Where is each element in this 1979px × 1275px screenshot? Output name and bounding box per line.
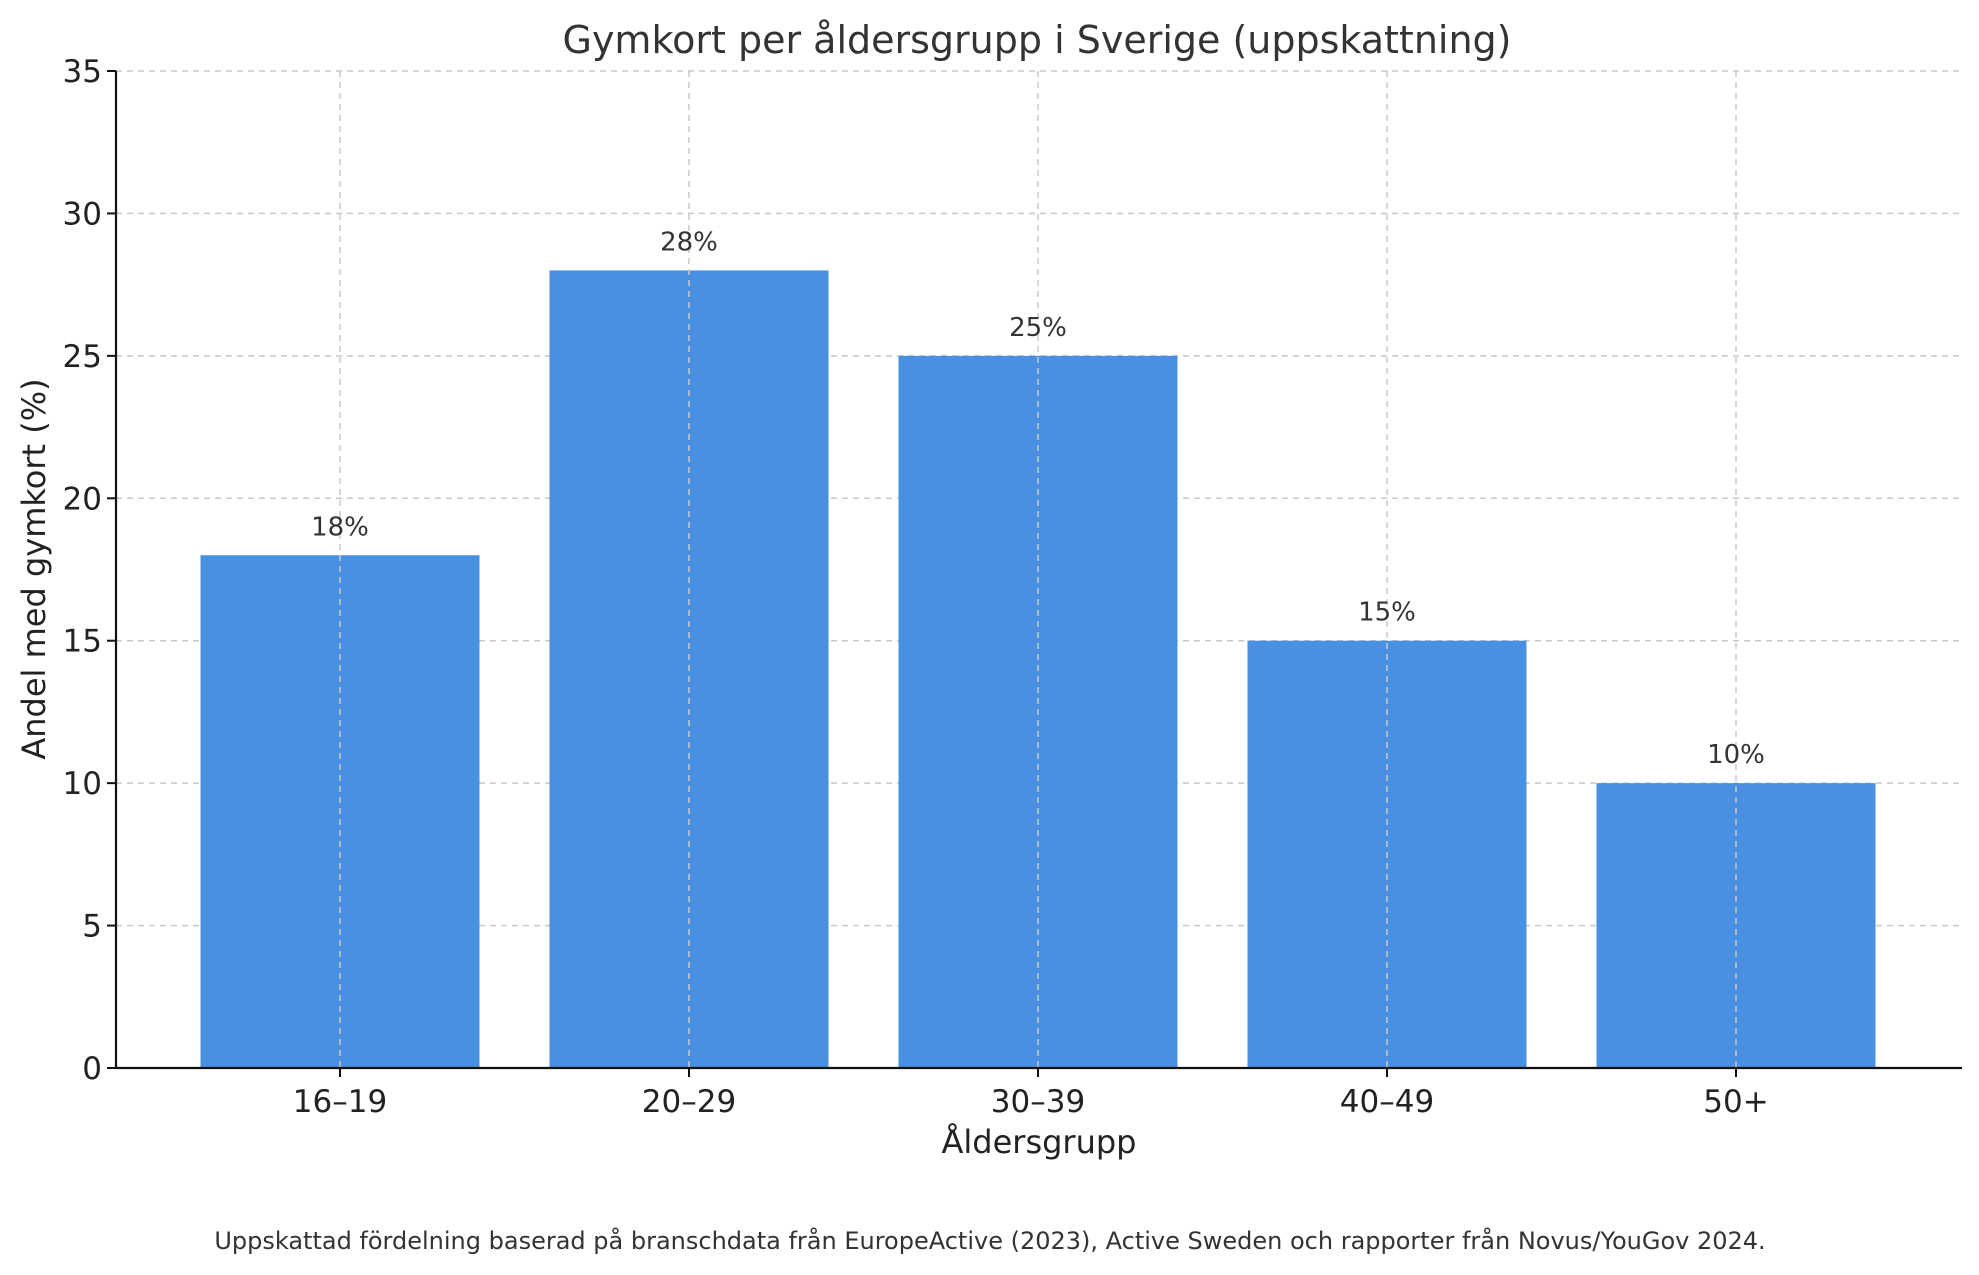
bar-50+ [1596,783,1876,1068]
x-grid-lines [339,71,1737,1068]
x-tick-label: 16–19 [293,1084,387,1120]
y-tick-label: 10 [63,766,102,802]
bar-value-label: 18% [311,512,369,542]
chart-title: Gymkort per åldersgrupp i Sverige (uppsk… [563,18,1512,62]
x-tick-label: 30–39 [991,1084,1085,1120]
bar-value-label: 25% [1009,313,1067,343]
data-labels: 18% 28% 25% 15% 10% [311,227,1765,770]
y-axis-label: Andel med gymkort (%) [15,378,53,759]
bar-value-label: 15% [1358,598,1416,628]
y-tick-label: 20 [63,481,102,517]
y-tick-label: 5 [82,909,102,945]
bar-value-label: 28% [660,227,718,257]
y-tick-label: 30 [63,196,102,232]
x-ticks: 16–19 20–29 30–39 40–49 50+ [293,1068,1769,1120]
x-tick-label: 20–29 [642,1084,736,1120]
y-tick-label: 35 [63,54,102,90]
y-ticks: 0 5 10 15 20 25 30 35 [63,54,116,1087]
x-axis-label: Åldersgrupp [942,1123,1137,1161]
x-tick-label: 40–49 [1340,1084,1434,1120]
y-tick-label: 15 [63,624,102,660]
y-tick-label: 0 [82,1051,102,1087]
x-tick-label: 50+ [1703,1084,1768,1120]
bar-value-label: 10% [1707,740,1765,770]
source-caption: Uppskattad fördelning baserad på bransch… [214,1226,1765,1255]
y-tick-label: 25 [63,339,102,375]
